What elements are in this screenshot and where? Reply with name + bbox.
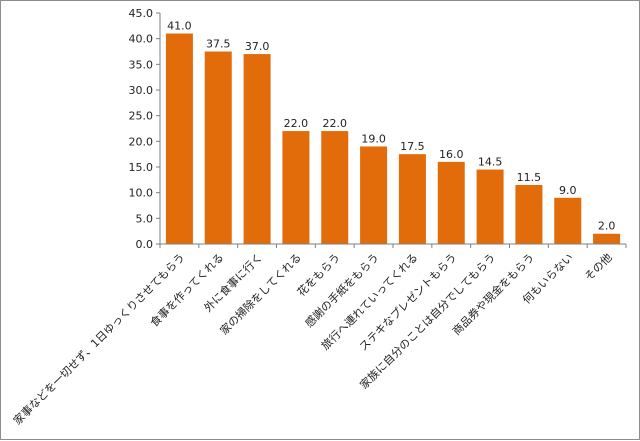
- bar-value-label: 37.5: [206, 38, 231, 51]
- y-tick-label: 40.0: [129, 33, 154, 46]
- bar: [593, 233, 621, 244]
- category-label: 家族に自分のことは自分でしてもらう: [357, 250, 499, 392]
- y-axis: 0.0 5.0 10.0 15.0 20.0 25.0 30.0 35.0 40.0 45.0: [129, 7, 161, 251]
- bar-value-label: 14.5: [478, 156, 503, 169]
- y-tick-label: 25.0: [129, 110, 154, 123]
- bar: [282, 131, 310, 244]
- bar: [204, 51, 232, 244]
- bar-value-label: 2.0: [598, 220, 616, 233]
- bar-value-label: 22.0: [323, 117, 348, 130]
- bar: [321, 131, 349, 244]
- bar-value-label: 17.5: [400, 140, 425, 153]
- bar: [398, 154, 426, 244]
- y-tick-label: 35.0: [129, 58, 154, 71]
- y-tick-label: 20.0: [129, 135, 154, 148]
- bar: [554, 197, 582, 244]
- category-label: その他: [582, 251, 615, 284]
- y-tick-label: 30.0: [129, 84, 154, 97]
- y-tick-label: 15.0: [129, 161, 154, 174]
- x-axis: [159, 243, 627, 248]
- y-tick-label: 45.0: [129, 7, 154, 20]
- bar-value-label: 41.0: [167, 20, 192, 33]
- bar: [476, 169, 504, 244]
- bar-value-label: 9.0: [559, 184, 577, 197]
- bar-value-label: 37.0: [245, 40, 270, 53]
- bar: [437, 161, 465, 244]
- category-label: 食事を作ってくれる: [147, 250, 226, 329]
- bar-value-label: 16.0: [439, 148, 464, 161]
- bar-value-label: 19.0: [361, 132, 386, 145]
- bar: [243, 54, 271, 244]
- bar-value-label: 22.0: [284, 117, 309, 130]
- category-label: 感謝の手紙をもらう: [302, 250, 382, 330]
- bar: [515, 184, 543, 244]
- bar: [360, 146, 388, 244]
- y-tick-label: 5.0: [136, 212, 154, 225]
- category-labels: 家事などを一切せず、1日ゆっくりさせてもらう食事を作ってくれる外に食事に行く家の…: [10, 250, 614, 427]
- category-label: 家事などを一切せず、1日ゆっくりさせてもらう: [10, 250, 187, 427]
- data-labels: 41.0 37.5 37.0 22.0 22.0 19.0 17.5 16.0 14.5 11.5…: [167, 20, 615, 233]
- y-tick-label: 0.0: [136, 238, 154, 251]
- y-tick-label: 10.0: [129, 187, 154, 200]
- bar-value-label: 11.5: [517, 171, 542, 184]
- bars: [165, 33, 621, 245]
- bar: [165, 33, 193, 245]
